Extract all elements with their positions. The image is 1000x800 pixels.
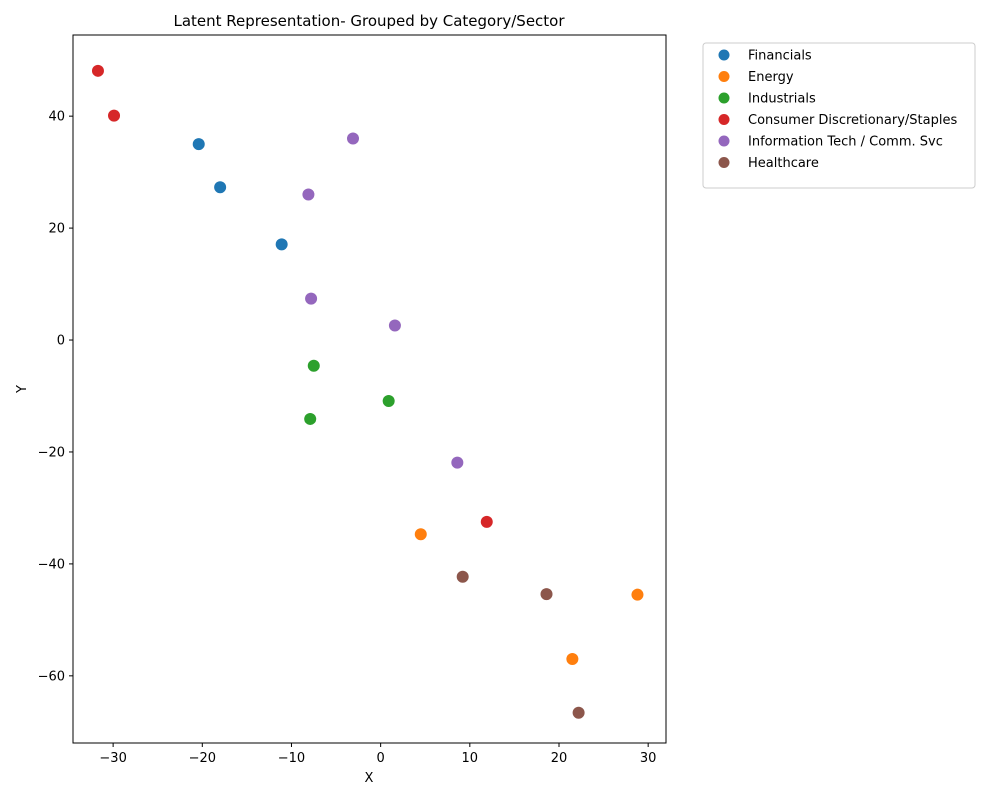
data-point-0-0 bbox=[192, 138, 205, 151]
data-point-2-1 bbox=[382, 395, 395, 408]
legend-label: Energy bbox=[748, 70, 794, 85]
legend-marker bbox=[718, 135, 730, 147]
x-tick-label: 20 bbox=[551, 751, 568, 766]
legend: Financials Energy Industrials Consumer Disc… bbox=[702, 42, 976, 189]
data-point-2-0 bbox=[307, 359, 320, 372]
data-point-0-1 bbox=[214, 181, 227, 194]
data-point-1-2 bbox=[566, 653, 579, 666]
legend-marker bbox=[718, 49, 730, 61]
x-tick-label: 0 bbox=[377, 751, 385, 766]
data-point-4-0 bbox=[347, 132, 360, 145]
data-point-4-1 bbox=[302, 188, 315, 201]
y-axis-label: Y bbox=[15, 385, 30, 394]
data-point-5-1 bbox=[540, 588, 553, 601]
data-point-4-2 bbox=[305, 292, 318, 305]
plot-area: −30 −20 −10 0 10 20 30 40 20 0 −20 −40 −60 bbox=[38, 34, 667, 766]
data-point-4-4 bbox=[451, 456, 464, 469]
y-tick-label: −20 bbox=[38, 445, 65, 460]
x-tick-label: −30 bbox=[99, 751, 126, 766]
data-point-1-0 bbox=[414, 528, 427, 541]
legend-label: Healthcare bbox=[748, 156, 819, 171]
y-tick-label: 20 bbox=[48, 222, 65, 237]
data-point-3-1 bbox=[108, 109, 121, 122]
data-point-3-2 bbox=[480, 515, 493, 528]
legend-marker bbox=[718, 114, 730, 125]
y-tick-label: −60 bbox=[38, 669, 65, 684]
data-point-4-3 bbox=[388, 319, 401, 332]
legend-label: Consumer Discretionary/Staples bbox=[748, 113, 957, 128]
chart-title: Latent Representation- Grouped by Catego… bbox=[173, 12, 565, 30]
y-tick-label: 0 bbox=[57, 334, 65, 349]
legend-frame bbox=[702, 42, 976, 189]
data-point-0-2 bbox=[275, 238, 288, 251]
data-point-5-0 bbox=[456, 570, 469, 583]
legend-label: Industrials bbox=[748, 92, 816, 107]
legend-label: Financials bbox=[748, 49, 812, 64]
legend-marker bbox=[718, 157, 730, 168]
data-point-5-2 bbox=[572, 706, 585, 719]
y-tick-label: −40 bbox=[38, 557, 65, 572]
legend-marker bbox=[718, 71, 730, 82]
data-point-2-2 bbox=[304, 412, 317, 425]
x-tick-label: 10 bbox=[462, 751, 479, 766]
x-tick-label: −10 bbox=[278, 751, 305, 766]
y-tick-label: 40 bbox=[48, 110, 65, 125]
plot-frame bbox=[72, 34, 667, 744]
data-point-1-1 bbox=[631, 588, 644, 601]
data-point-3-0 bbox=[91, 64, 104, 77]
legend-marker bbox=[718, 92, 730, 104]
x-tick-label: 30 bbox=[640, 751, 657, 766]
x-axis-label: X bbox=[365, 771, 374, 786]
legend-label: Information Tech / Comm. Svc bbox=[748, 135, 943, 150]
x-tick-label: −20 bbox=[189, 751, 216, 766]
